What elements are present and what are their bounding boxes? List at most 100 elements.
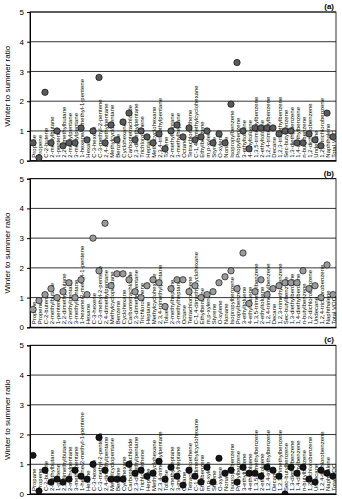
point — [48, 479, 54, 485]
tick: 1 — [20, 460, 30, 469]
point — [60, 479, 66, 485]
point — [54, 128, 60, 134]
point — [72, 294, 78, 300]
tick-label: Total VOC — [331, 296, 337, 324]
point — [306, 131, 312, 137]
tick-label: 3 — [20, 401, 25, 410]
point — [318, 143, 324, 149]
point — [66, 280, 72, 286]
tick-label: 4 — [20, 38, 25, 47]
panel: 012345Winter to summer ratio(a)PropanePr… — [3, 2, 337, 166]
point — [30, 140, 36, 146]
point — [150, 140, 156, 146]
point — [138, 467, 144, 473]
point — [102, 220, 108, 226]
point — [96, 434, 102, 440]
panel-title: (b) — [324, 169, 335, 178]
point — [66, 140, 72, 146]
tick-label: 0 — [20, 157, 25, 166]
point — [288, 464, 294, 470]
tick-mark — [27, 208, 30, 209]
point — [84, 291, 90, 297]
tick: 4 — [20, 371, 30, 380]
point — [240, 464, 246, 470]
tick-mark — [27, 42, 30, 43]
tick-label: 3 — [20, 234, 25, 243]
point — [120, 271, 126, 277]
axis-line — [31, 494, 337, 495]
figure: 012345Winter to summer ratio(a)PropanePr… — [0, 0, 342, 500]
tick: 0 — [20, 157, 30, 166]
tick-label: 0 — [20, 323, 25, 332]
plot-frame — [30, 12, 336, 161]
point — [168, 285, 174, 291]
point — [216, 131, 222, 137]
point — [180, 277, 186, 283]
point — [66, 476, 72, 482]
x-axis: PropanePropeneC-2-butene2-methylbutane1-… — [31, 245, 337, 328]
point — [294, 280, 300, 286]
point — [222, 140, 228, 146]
point — [144, 134, 150, 140]
point — [36, 297, 42, 303]
tick-mark — [27, 161, 30, 162]
point — [162, 303, 168, 309]
tick: 2 — [20, 264, 30, 273]
grid — [30, 179, 336, 328]
point — [258, 277, 264, 283]
point — [126, 110, 132, 116]
tick-mark — [27, 464, 30, 465]
tick: Total VOC — [331, 130, 337, 161]
point — [48, 285, 54, 291]
tick-mark — [27, 12, 30, 13]
point — [78, 277, 84, 283]
tick: 3 — [20, 68, 30, 77]
point — [180, 482, 186, 488]
grid — [30, 345, 336, 494]
point — [78, 473, 84, 479]
point — [114, 137, 120, 143]
point — [252, 288, 258, 294]
point — [102, 140, 108, 146]
point — [228, 467, 234, 473]
point — [264, 291, 270, 297]
point — [132, 288, 138, 294]
tick: 1 — [20, 127, 30, 136]
point — [288, 280, 294, 286]
point — [138, 128, 144, 134]
point — [78, 125, 84, 131]
point — [276, 473, 282, 479]
tick: 3 — [20, 234, 30, 243]
point — [324, 470, 330, 476]
point — [288, 128, 294, 134]
point — [204, 128, 210, 134]
point — [306, 285, 312, 291]
tick: 4 — [20, 204, 30, 213]
tick: 0 — [20, 490, 30, 499]
axis-line — [31, 161, 337, 162]
tick-label: 2 — [20, 97, 25, 106]
tick-mark — [27, 71, 30, 72]
point — [240, 250, 246, 256]
point — [138, 294, 144, 300]
point — [132, 137, 138, 143]
point — [270, 125, 276, 131]
tick-mark — [27, 238, 30, 239]
tick-mark — [27, 494, 30, 495]
point — [198, 134, 204, 140]
point — [54, 476, 60, 482]
point — [30, 452, 36, 458]
x-axis: PropanePropeneC-2-butene2-methylbutane1-… — [31, 78, 337, 161]
point — [120, 476, 126, 482]
grid-line — [30, 101, 336, 102]
panel-title: (a) — [324, 2, 334, 11]
y-axis: 012345 — [20, 175, 31, 333]
point — [150, 277, 156, 283]
point — [294, 470, 300, 476]
grid-line — [30, 375, 336, 376]
point — [132, 470, 138, 476]
point — [192, 473, 198, 479]
point — [156, 280, 162, 286]
tick: 5 — [20, 8, 30, 17]
point — [330, 291, 336, 297]
